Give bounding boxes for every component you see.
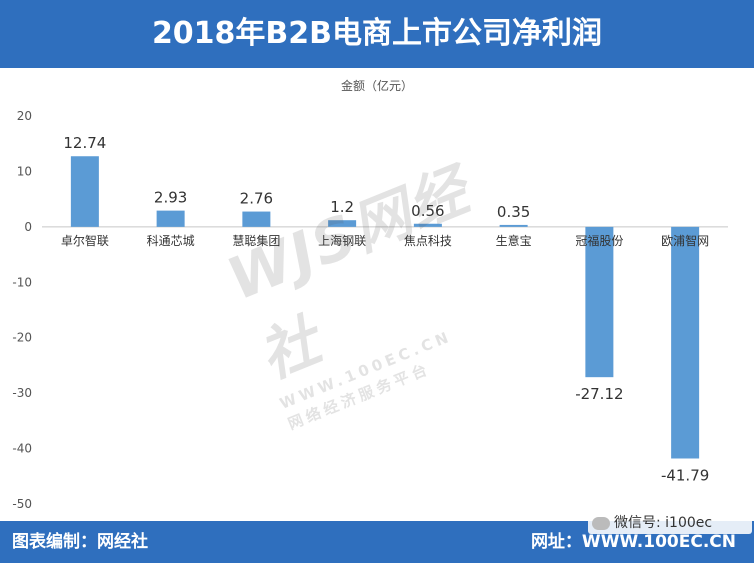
y-tick-label: 10 xyxy=(17,164,32,178)
y-axis-label: 金额（亿元） xyxy=(341,78,413,93)
y-axis: 20 10 0 -10 -20 -30 -40 -50 xyxy=(12,109,728,511)
data-label: 2.93 xyxy=(154,189,187,207)
chart-title: 2018年B2B电商上市公司净利润 xyxy=(151,16,603,51)
footer-credit: 图表编制：网经社 xyxy=(12,532,148,552)
header-bar: 2018年B2B电商上市公司净利润 xyxy=(0,0,754,68)
data-labels: 12.74 2.93 2.76 1.2 0.56 0.35 -27.12 -41.79 xyxy=(63,134,709,484)
y-tick-label: -30 xyxy=(12,386,32,400)
y-tick-label: -40 xyxy=(12,442,32,456)
category-label: 生意宝 xyxy=(496,233,532,248)
category-label: 冠福股份 xyxy=(575,233,623,248)
bar-chart: 金额（亿元） 20 10 0 -10 -20 -30 -40 -50 卓尔智联 科通芯城 慧聪集团… xyxy=(12,78,728,511)
footer-website: 网址：WWW.100EC.CN xyxy=(530,532,736,552)
y-tick-label: 20 xyxy=(17,109,32,123)
bar-1 xyxy=(70,156,99,227)
bar-4 xyxy=(328,220,357,227)
data-label: -41.79 xyxy=(661,466,709,484)
bar-7 xyxy=(585,226,614,378)
bars xyxy=(70,156,700,459)
data-label: 1.2 xyxy=(330,198,354,216)
bar-2 xyxy=(156,210,185,227)
bar-5 xyxy=(413,223,442,227)
wechat-label: 微信号: i100ec xyxy=(614,515,713,531)
y-tick-label: -20 xyxy=(12,331,32,345)
wechat-icon xyxy=(592,516,610,530)
wechat-badge: 微信号: i100ec xyxy=(588,512,752,534)
data-label: 12.74 xyxy=(63,134,106,152)
y-tick-label: -10 xyxy=(12,275,32,289)
category-label: 欧浦智网 xyxy=(661,233,709,248)
category-labels: 卓尔智联 科通芯城 慧聪集团 上海钢联 焦点科技 生意宝 冠福股份 欧浦智网 xyxy=(61,233,709,248)
y-tick-label: -50 xyxy=(12,497,32,511)
category-label: 慧聪集团 xyxy=(232,233,280,248)
bar-8 xyxy=(671,226,700,459)
data-label: 0.35 xyxy=(497,203,530,221)
category-label: 焦点科技 xyxy=(404,234,452,248)
category-label: 卓尔智联 xyxy=(61,233,109,248)
category-label: 科通芯城 xyxy=(147,234,195,248)
y-tick-label: 0 xyxy=(24,220,32,234)
data-label: 2.76 xyxy=(240,190,273,208)
bar-3 xyxy=(242,211,271,227)
footer-bar: 图表编制：网经社 网址：WWW.100EC.CN xyxy=(0,521,754,563)
bar-6 xyxy=(499,224,528,227)
data-label: 0.56 xyxy=(411,202,444,220)
data-label: -27.12 xyxy=(575,385,623,403)
category-label: 上海钢联 xyxy=(318,233,366,248)
